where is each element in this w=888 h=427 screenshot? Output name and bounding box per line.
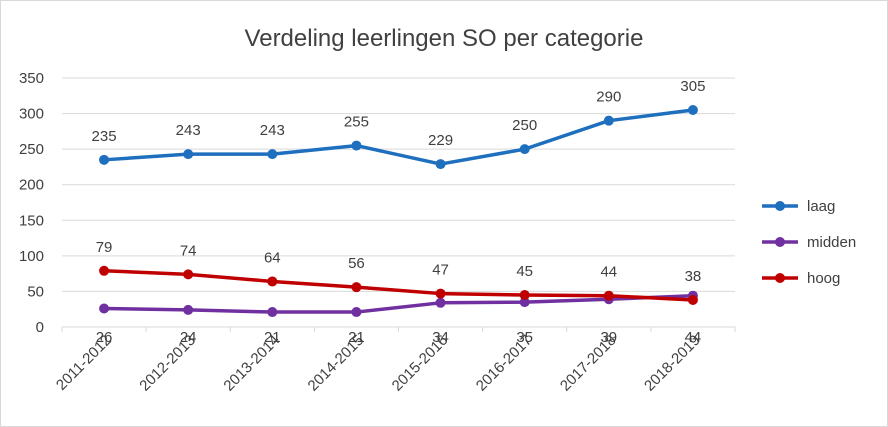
data-point-midden (435, 297, 446, 308)
y-tick-label: 100 (19, 248, 44, 265)
data-label-hoog: 79 (96, 239, 113, 256)
data-point-hoog (435, 288, 446, 299)
data-label-hoog: 44 (600, 264, 617, 281)
data-point-laag (603, 115, 614, 126)
data-point-midden (351, 307, 362, 318)
data-point-laag (267, 149, 278, 160)
legend-swatch-marker-hoog (775, 273, 785, 283)
y-tick-label: 300 (19, 106, 44, 123)
data-point-midden (99, 303, 110, 314)
legend-label-laag: laag (807, 198, 835, 215)
data-label-laag: 235 (92, 128, 117, 145)
data-point-hoog (351, 282, 362, 293)
data-point-hoog (687, 294, 698, 305)
y-tick-label: 150 (19, 212, 44, 229)
data-label-laag: 290 (596, 89, 621, 106)
y-tick-label: 200 (19, 177, 44, 194)
data-label-hoog: 64 (264, 249, 281, 266)
data-point-midden (267, 307, 278, 318)
data-label-midden: 39 (600, 329, 617, 346)
data-point-hoog (183, 269, 194, 280)
data-label-laag: 243 (176, 122, 201, 139)
data-point-hoog (99, 265, 110, 276)
y-tick-label: 350 (19, 70, 44, 87)
data-point-hoog (603, 290, 614, 301)
data-label-hoog: 56 (348, 255, 365, 272)
series-layer (99, 105, 698, 318)
y-tick-label: 50 (27, 283, 44, 300)
data-point-laag (687, 105, 698, 116)
legend-label-hoog: hoog (807, 270, 840, 287)
chart-title: Verdeling leerlingen SO per categorie (245, 25, 644, 52)
data-label-hoog: 45 (516, 263, 533, 280)
data-label-midden: 35 (516, 329, 533, 346)
legend: laag midden hoog (762, 198, 856, 287)
data-label-midden: 44 (685, 329, 702, 346)
data-point-hoog (519, 289, 530, 300)
data-label-midden: 21 (348, 329, 365, 346)
data-label-laag: 255 (344, 114, 369, 131)
data-label-midden: 24 (180, 329, 197, 346)
data-point-midden (519, 297, 530, 308)
legend-swatch-marker-midden (775, 237, 785, 247)
y-tick-label: 250 (19, 141, 44, 158)
y-tick-label: 0 (36, 319, 44, 336)
data-label-midden: 34 (432, 329, 449, 346)
legend-swatch-marker-laag (775, 201, 785, 211)
data-point-midden (183, 304, 194, 315)
data-point-laag (351, 140, 362, 151)
data-label-midden: 26 (96, 329, 113, 346)
data-point-laag (435, 159, 446, 170)
series-line-laag (103, 108, 694, 166)
data-label-laag: 229 (428, 132, 453, 149)
data-point-hoog (267, 276, 278, 287)
data-label-hoog: 74 (180, 242, 197, 259)
data-point-laag (183, 149, 194, 160)
data-label-midden: 21 (264, 329, 281, 346)
data-label-laag: 243 (260, 122, 285, 139)
data-point-laag (99, 154, 110, 165)
data-label-laag: 305 (680, 78, 705, 95)
data-label-laag: 250 (512, 117, 537, 134)
data-point-laag (519, 144, 530, 155)
data-label-hoog: 38 (685, 268, 702, 285)
legend-label-midden: midden (807, 234, 856, 251)
data-labels: 235 243 243 255 229 250 290 305 26 24 21 21 34 35 39 44… (92, 78, 706, 346)
series-line-hoog (103, 269, 694, 302)
gridlines (62, 77, 735, 328)
series-line-midden (104, 293, 694, 314)
data-label-hoog: 47 (432, 262, 449, 279)
